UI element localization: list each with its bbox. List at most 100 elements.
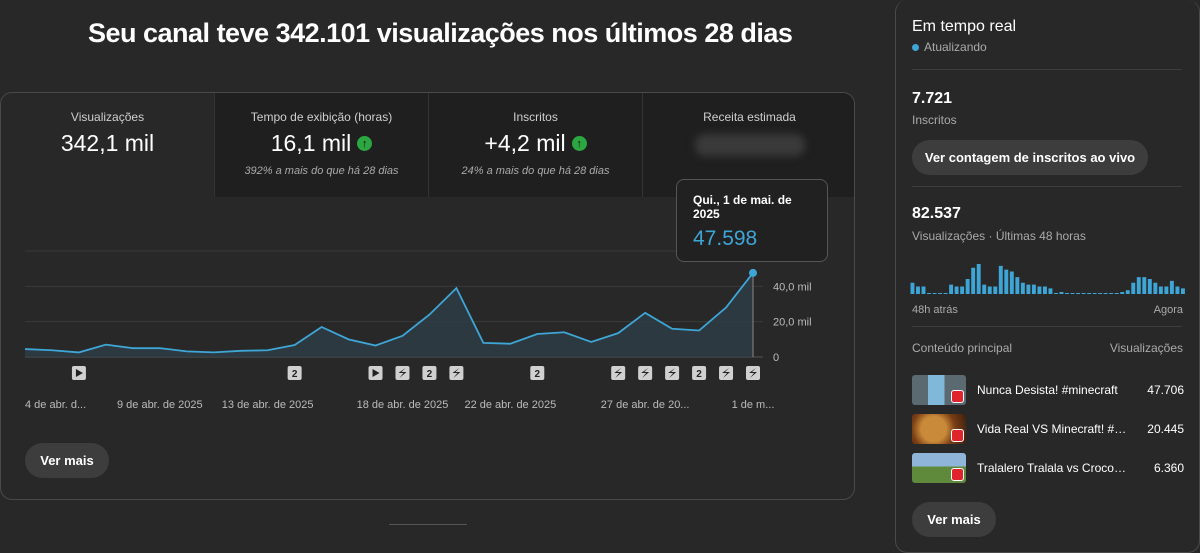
shorts-icon xyxy=(452,368,461,378)
realtime-bar xyxy=(960,286,965,294)
realtime-bar xyxy=(987,286,992,294)
realtime-bar xyxy=(1026,284,1031,294)
realtime-bar xyxy=(1125,290,1130,294)
marker-count-bg xyxy=(530,366,545,380)
realtime-bar xyxy=(1031,284,1036,294)
realtime-panel: Em tempo real Atualizando 7.721 Inscrito… xyxy=(895,0,1200,553)
marker-count-bg xyxy=(692,366,707,380)
realtime-bar xyxy=(1114,293,1119,294)
marker-count: 2 xyxy=(696,369,702,380)
axis-end-label: Agora xyxy=(1153,304,1183,316)
realtime-bar xyxy=(965,279,970,294)
marker-count: 2 xyxy=(292,369,298,380)
realtime-bar xyxy=(921,286,926,294)
realtime-bar xyxy=(1169,280,1174,294)
shorts-icon xyxy=(951,390,964,403)
realtime-bar xyxy=(1164,286,1169,294)
top-content-row[interactable]: Tralalero Tralala vs Crocodilo 6.360 xyxy=(912,453,1184,485)
arrow-up-icon: ↑ xyxy=(571,136,587,151)
live-subscriber-count-button[interactable]: Ver contagem de inscritos ao vivo xyxy=(912,140,1148,175)
realtime-bar xyxy=(1059,292,1064,294)
realtime-status: Atualizando xyxy=(912,40,987,54)
divider xyxy=(912,69,1182,70)
views-column-header: Visualizações xyxy=(1109,341,1183,355)
x-tick-label: 27 de abr. de 20... xyxy=(601,399,690,411)
top-content-row[interactable]: Nunca Desista! #minecraft 47.706 xyxy=(912,375,1184,407)
page-headline: Seu canal teve 342.101 visualizações nos… xyxy=(88,18,793,48)
realtime-bar xyxy=(1136,277,1141,294)
video-thumbnail xyxy=(912,375,966,405)
video-title: Vida Real VS Minecraft! #minecraft xyxy=(977,422,1132,436)
realtime-bar xyxy=(1087,293,1092,294)
shorts-icon xyxy=(668,368,677,378)
chart-tooltip: Qui., 1 de mai. de 2025 47.598 xyxy=(676,179,828,262)
views-chart[interactable]: 0 20,0 mil 40,0 mil 2 2 2 2 4 de abr. d... 9 de … xyxy=(1,93,855,500)
metric-label: Receita estimada xyxy=(703,110,796,124)
realtime-bar xyxy=(971,267,976,294)
arrow-up-icon: ↑ xyxy=(357,136,373,151)
play-icon xyxy=(372,369,380,377)
y-tick-label: 40,0 mil xyxy=(773,281,812,293)
realtime-bar xyxy=(949,284,954,294)
video-views: 20.445 xyxy=(1147,422,1184,436)
realtime-bar xyxy=(938,293,943,294)
realtime-bar xyxy=(993,286,998,294)
tooltip-date: Qui., 1 de mai. de 2025 xyxy=(693,193,792,221)
realtime-bar xyxy=(982,284,987,294)
x-tick-label: 9 de abr. de 2025 xyxy=(117,399,203,411)
realtime-bar xyxy=(954,286,959,294)
realtime-bar xyxy=(976,264,981,294)
see-more-button[interactable]: Ver mais xyxy=(25,443,109,478)
shorts-icon xyxy=(641,368,650,378)
video-thumbnail xyxy=(912,453,966,483)
shorts-icon xyxy=(398,368,407,378)
realtime-bar xyxy=(1081,293,1086,294)
metric-tab-watch-time[interactable]: Tempo de exibição (horas) 16,1 mil ↑ 392… xyxy=(215,93,429,197)
realtime-bar xyxy=(1158,286,1163,294)
x-tick-label: 13 de abr. de 2025 xyxy=(222,399,314,411)
realtime-bar xyxy=(998,265,1003,294)
realtime-bar xyxy=(1180,288,1185,294)
metric-tab-views[interactable]: Visualizações 342,1 mil xyxy=(1,93,215,197)
x-tick-label: 18 de abr. de 2025 xyxy=(357,399,449,411)
metric-label: Visualizações xyxy=(70,110,145,124)
realtime-bar xyxy=(1054,293,1058,294)
metric-tab-subscribers[interactable]: Inscritos +4,2 mil ↑ 24% a mais do que h… xyxy=(429,93,643,197)
y-tick-label: 20,0 mil xyxy=(773,317,812,329)
shorts-icon xyxy=(951,468,964,481)
metric-label: Inscritos xyxy=(513,110,558,124)
marker-count: 2 xyxy=(535,369,541,380)
realtime-bar xyxy=(943,293,948,294)
views-48h-count: 82.537 xyxy=(912,205,961,222)
realtime-bar xyxy=(927,293,931,294)
realtime-bar xyxy=(1131,282,1136,294)
video-thumbnail xyxy=(912,414,966,444)
shorts-icon xyxy=(951,429,964,442)
realtime-bar-chart[interactable] xyxy=(910,262,1186,294)
y-tick-label: 0 xyxy=(773,352,779,364)
metric-label: Tempo de exibição (horas) xyxy=(250,110,393,124)
video-views: 47.706 xyxy=(1147,383,1184,397)
realtime-title: Em tempo real xyxy=(912,18,1017,35)
video-title: Tralalero Tralala vs Crocodilo xyxy=(977,461,1132,475)
live-dot-icon xyxy=(912,43,919,51)
realtime-bar xyxy=(1037,286,1042,294)
realtime-bar xyxy=(916,286,920,294)
x-tick-label: 22 de abr. de 2025 xyxy=(464,399,556,411)
realtime-bar xyxy=(1103,293,1108,294)
realtime-see-more-button[interactable]: Ver mais xyxy=(912,502,996,537)
realtime-bar xyxy=(1048,288,1053,294)
video-views: 6.360 xyxy=(1153,461,1184,475)
shorts-icon xyxy=(614,368,623,378)
realtime-bar xyxy=(1175,286,1180,294)
metric-delta: 24% a mais do que há 28 dias xyxy=(461,165,610,177)
views-line xyxy=(24,272,754,354)
realtime-bar xyxy=(1020,282,1025,294)
realtime-bar xyxy=(1120,292,1125,294)
marker-count-bg xyxy=(422,366,437,380)
divider xyxy=(912,326,1182,327)
carousel-indicator[interactable] xyxy=(389,524,467,525)
top-content-row[interactable]: Vida Real VS Minecraft! #minecraft 20.44… xyxy=(912,414,1184,446)
metric-value: +4,2 mil xyxy=(484,130,566,156)
hover-point xyxy=(749,268,757,277)
